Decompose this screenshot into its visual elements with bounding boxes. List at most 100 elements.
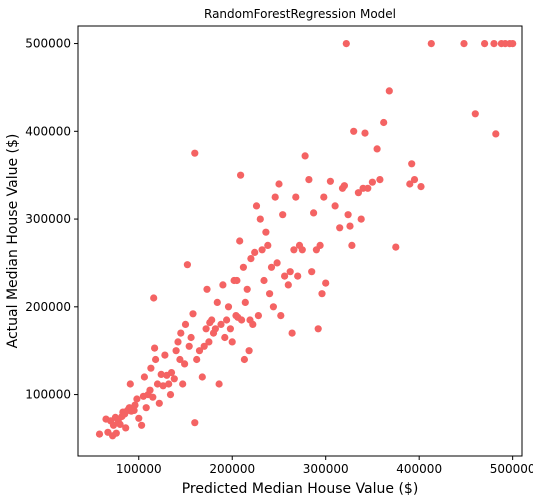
data-point (122, 424, 130, 432)
data-point (131, 401, 139, 409)
data-point (264, 241, 272, 249)
y-tick-label: 300000 (25, 212, 71, 226)
data-point (279, 211, 287, 219)
data-point (181, 360, 189, 368)
y-axis-label: Actual Median House Value ($) (5, 134, 21, 349)
data-point (159, 382, 167, 390)
data-point (211, 325, 219, 333)
data-point (266, 290, 274, 298)
data-point (298, 246, 306, 254)
data-point (254, 312, 262, 320)
data-point (126, 380, 134, 388)
data-point (236, 237, 244, 245)
data-point (219, 281, 227, 289)
y-tick-label: 200000 (25, 300, 71, 314)
data-point (322, 279, 330, 287)
data-point (271, 193, 279, 201)
data-point (376, 176, 384, 184)
y-axis-ticks: 100000 200000 300000 400000 500000 (25, 37, 78, 402)
data-point (161, 351, 169, 359)
data-point (176, 355, 184, 364)
data-point (95, 430, 104, 438)
data-point (509, 40, 517, 48)
data-point (350, 127, 358, 135)
data-point (239, 263, 247, 271)
data-point (149, 393, 157, 401)
data-point (130, 406, 138, 414)
data-point (167, 369, 176, 377)
data-point (166, 391, 175, 399)
data-point (172, 347, 180, 355)
x-axis-ticks: 100000 200000 300000 400000 500000 (116, 456, 533, 476)
data-point (269, 303, 277, 311)
data-point (147, 364, 155, 372)
data-point (471, 110, 479, 118)
data-point (310, 209, 318, 217)
y-tick-label: 100000 (25, 388, 71, 402)
data-point (195, 347, 204, 355)
data-point (198, 373, 206, 381)
data-point (326, 177, 334, 185)
data-point (318, 290, 326, 298)
data-point (316, 241, 324, 249)
x-tick-label: 500000 (490, 462, 533, 476)
data-point (314, 325, 322, 333)
data-point (177, 329, 185, 337)
data-point (267, 263, 276, 271)
data-point (140, 373, 148, 381)
data-point (361, 129, 369, 137)
data-point (191, 419, 199, 427)
plot-frame (77, 25, 523, 457)
data-point (357, 215, 365, 223)
data-point (138, 421, 146, 429)
data-point (157, 370, 165, 378)
x-tick-label: 100000 (116, 462, 162, 476)
data-point (150, 294, 158, 302)
data-point (406, 180, 414, 188)
data-point (151, 344, 159, 352)
data-point (273, 259, 281, 267)
data-point (224, 303, 233, 311)
data-point (181, 320, 190, 328)
x-axis-label: Predicted Median House Value ($) (182, 481, 419, 497)
data-point (187, 333, 195, 342)
data-point (112, 429, 120, 437)
data-point (275, 180, 283, 188)
data-point (460, 40, 468, 48)
data-point (247, 255, 255, 263)
data-point (354, 189, 362, 197)
data-point (380, 118, 388, 127)
data-point (208, 316, 216, 324)
data-point (135, 414, 143, 422)
data-point (281, 272, 289, 280)
data-point (490, 40, 498, 48)
data-point (252, 202, 261, 210)
data-point (237, 171, 245, 179)
data-point (260, 276, 268, 285)
data-points (95, 40, 517, 440)
data-point (170, 375, 178, 383)
data-point (153, 380, 162, 388)
data-point (305, 176, 313, 184)
data-point (133, 395, 141, 403)
data-point (288, 329, 296, 337)
data-point (109, 421, 118, 429)
data-point (221, 333, 229, 342)
data-point (292, 193, 300, 201)
data-point (481, 40, 489, 48)
data-point (286, 268, 294, 276)
data-point (215, 380, 223, 388)
y-tick-label: 400000 (25, 124, 71, 138)
data-point (336, 224, 344, 232)
data-point (284, 281, 292, 289)
data-point (251, 248, 259, 256)
data-point (368, 178, 376, 186)
data-point (233, 276, 241, 285)
data-point (226, 325, 234, 333)
data-point (155, 399, 163, 407)
data-point (256, 215, 264, 223)
data-point (492, 130, 500, 138)
data-point (191, 149, 199, 157)
data-point (238, 316, 246, 324)
